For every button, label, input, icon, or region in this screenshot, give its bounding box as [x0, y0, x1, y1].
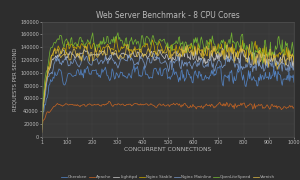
Lighttpd: [194, 58, 198, 60]
X-axis label: CONCURRENT CONNECTIONS: CONCURRENT CONNECTIONS: [124, 147, 212, 152]
Cherokee: [254, 80, 257, 82]
Nginx Stable: [191, 51, 195, 53]
Cherokee: [189, 75, 193, 78]
Varnish: [292, 62, 296, 64]
Apache: [40, 129, 44, 131]
Nginx Mainline: [254, 63, 257, 65]
Apache: [195, 106, 199, 108]
Cherokee: [40, 128, 44, 130]
Line: OpenLiteSpeed: OpenLiteSpeed: [42, 33, 294, 127]
Line: Lighttpd: Lighttpd: [42, 47, 294, 125]
Varnish: [41, 107, 45, 109]
Nginx Stable: [292, 59, 296, 61]
Apache: [292, 106, 296, 109]
Lighttpd: [254, 63, 257, 65]
Line: Cherokee: Cherokee: [42, 64, 294, 129]
Nginx Mainline: [195, 66, 199, 68]
Cherokee: [238, 63, 242, 65]
Nginx Stable: [115, 35, 118, 38]
Cherokee: [41, 111, 45, 113]
Title: Web Server Benchmark - 8 CPU Cores: Web Server Benchmark - 8 CPU Cores: [96, 11, 240, 20]
Nginx Mainline: [269, 65, 273, 67]
Nginx Stable: [190, 47, 194, 49]
OpenLiteSpeed: [190, 45, 194, 47]
Line: Nginx Mainline: Nginx Mainline: [42, 53, 294, 129]
Cherokee: [190, 81, 194, 83]
Lighttpd: [40, 124, 44, 127]
Varnish: [190, 54, 194, 56]
OpenLiteSpeed: [269, 55, 273, 57]
Varnish: [40, 131, 44, 133]
Nginx Mainline: [292, 67, 296, 69]
Nginx Stable: [40, 126, 44, 128]
Apache: [254, 107, 257, 109]
Varnish: [248, 43, 251, 45]
Varnish: [269, 56, 273, 59]
Apache: [41, 120, 45, 122]
Lighttpd: [292, 68, 296, 70]
Line: Nginx Stable: Nginx Stable: [42, 37, 294, 127]
Apache: [190, 106, 194, 108]
Nginx Mainline: [41, 105, 45, 107]
Lighttpd: [41, 103, 45, 105]
Lighttpd: [269, 56, 273, 58]
Nginx Stable: [269, 55, 273, 57]
Legend: Cherokee, Apache, Lighttpd, Nginx Stable, Nginx Mainline, OpenLiteSpeed, Varnish: Cherokee, Apache, Lighttpd, Nginx Stable…: [59, 174, 277, 180]
Lighttpd: [190, 51, 194, 53]
Apache: [107, 100, 110, 103]
Nginx Mainline: [40, 128, 44, 130]
Apache: [191, 103, 195, 105]
OpenLiteSpeed: [195, 37, 199, 39]
Nginx Stable: [254, 40, 257, 42]
Cherokee: [194, 74, 198, 76]
Y-axis label: REQUESTS PER SECOND: REQUESTS PER SECOND: [13, 48, 18, 111]
Line: Apache: Apache: [42, 102, 294, 130]
Cherokee: [269, 77, 273, 79]
Apache: [269, 104, 273, 106]
OpenLiteSpeed: [116, 32, 120, 34]
Varnish: [194, 52, 198, 54]
OpenLiteSpeed: [191, 48, 195, 50]
Nginx Stable: [41, 102, 45, 104]
Lighttpd: [189, 51, 193, 53]
Nginx Stable: [195, 52, 199, 55]
Varnish: [254, 55, 257, 58]
Varnish: [189, 49, 193, 51]
OpenLiteSpeed: [292, 55, 296, 57]
Nginx Mainline: [191, 65, 195, 67]
Nginx Mainline: [152, 52, 155, 54]
Line: Varnish: Varnish: [42, 44, 294, 132]
Lighttpd: [230, 46, 233, 48]
OpenLiteSpeed: [41, 100, 45, 102]
OpenLiteSpeed: [40, 126, 44, 128]
OpenLiteSpeed: [254, 49, 257, 51]
Nginx Mainline: [190, 68, 194, 70]
Cherokee: [292, 81, 296, 83]
